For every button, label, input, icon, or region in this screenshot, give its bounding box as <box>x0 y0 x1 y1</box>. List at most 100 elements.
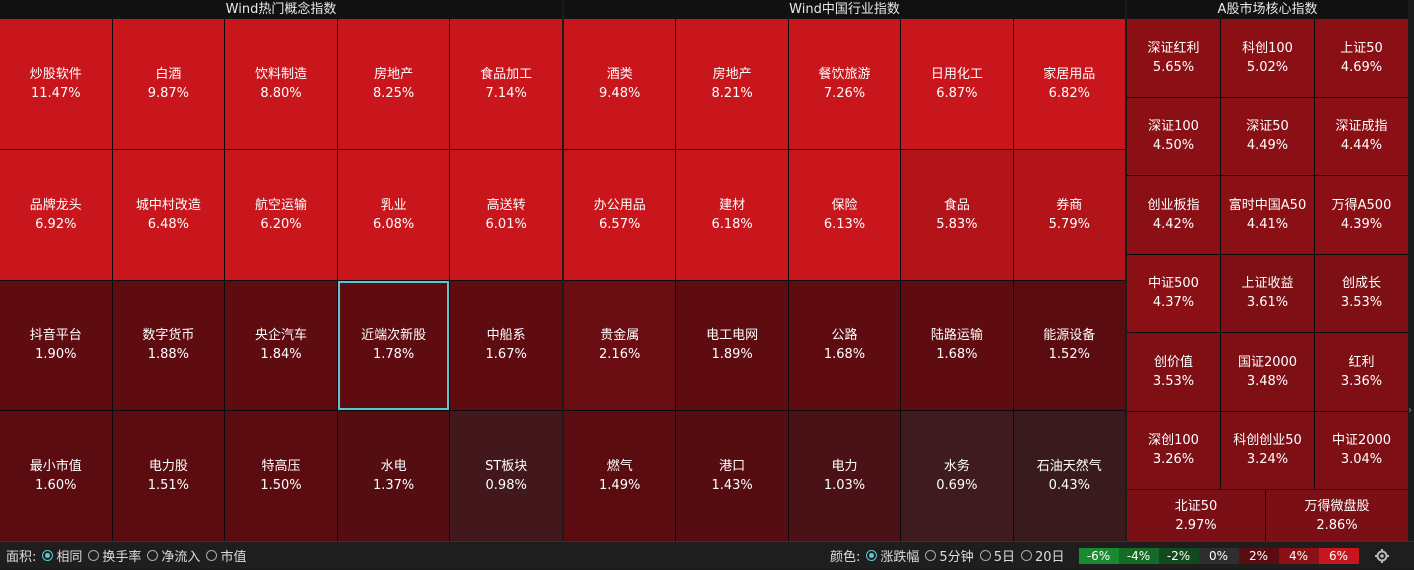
tile[interactable]: 食品加工 7.14% <box>450 19 562 149</box>
tile-change: 1.88% <box>147 347 190 363</box>
tile[interactable]: 电力 1.03% <box>788 411 901 541</box>
tile-change: 5.02% <box>1246 59 1289 75</box>
tile-name: 乳业 <box>380 197 407 213</box>
tile[interactable]: 乳业 6.08% <box>337 149 450 280</box>
tile[interactable]: 上证收益 3.61% <box>1221 254 1314 332</box>
tile[interactable]: 水电 1.37% <box>337 411 450 541</box>
tile[interactable]: 石油天然气 0.43% <box>1013 411 1125 541</box>
tile[interactable]: 品牌龙头 6.92% <box>0 149 112 280</box>
gear-icon[interactable] <box>1374 548 1389 563</box>
tile[interactable]: 深证100 4.50% <box>1127 97 1220 175</box>
tile[interactable]: 创业板指 4.42% <box>1127 176 1220 254</box>
scroll-arrow-icon[interactable]: › <box>1408 405 1412 416</box>
tile[interactable]: 券商 5.79% <box>1013 149 1125 280</box>
tile-name: 深创100 <box>1148 433 1199 449</box>
color-option[interactable]: 涨跌幅 <box>860 546 919 565</box>
tile[interactable]: 房地产 8.25% <box>337 19 450 149</box>
tile[interactable]: 高送转 6.01% <box>450 149 562 280</box>
tile[interactable]: 城中村改造 6.48% <box>112 149 225 280</box>
tile[interactable]: 深证成指 4.44% <box>1315 97 1408 175</box>
radio-icon[interactable] <box>925 550 937 561</box>
tile[interactable]: 日用化工 6.87% <box>901 19 1013 149</box>
tile[interactable]: 公路 1.68% <box>788 280 901 411</box>
tile[interactable]: 深创100 3.26% <box>1127 411 1220 489</box>
tile[interactable]: 科创创业50 3.24% <box>1221 411 1314 489</box>
radio-icon[interactable] <box>147 550 159 561</box>
tile-change: 6.57% <box>599 216 641 232</box>
tile[interactable]: 上证50 4.69% <box>1315 19 1408 97</box>
tile[interactable]: 创价值 3.53% <box>1127 333 1220 411</box>
panel-hot-concepts: Wind热门概念指数 炒股软件 11.47% 白酒 9.87% 饮料制造 8.80% 房地产… <box>0 0 562 541</box>
tile[interactable]: 食品 5.83% <box>901 149 1013 280</box>
legend-swatch: -2% <box>1158 547 1199 564</box>
tile[interactable]: 国证2000 3.48% <box>1221 333 1314 411</box>
tile-change: 1.68% <box>823 347 866 363</box>
tile[interactable]: 富时中国A50 4.41% <box>1221 176 1314 254</box>
tile[interactable]: 建材 6.18% <box>676 149 788 280</box>
tile[interactable]: 中证2000 3.04% <box>1315 411 1408 489</box>
tile[interactable]: 电力股 1.51% <box>112 411 225 541</box>
tile-name: 饮料制造 <box>254 66 307 82</box>
tile-change: 5.65% <box>1152 59 1195 75</box>
tile[interactable]: 科创100 5.02% <box>1221 19 1314 97</box>
tile[interactable]: 酒类 9.48% <box>564 19 676 149</box>
tile-name: 深证红利 <box>1147 40 1200 56</box>
tile[interactable]: 餐饮旅游 7.26% <box>788 19 901 149</box>
tile[interactable]: 电工电网 1.89% <box>676 280 788 411</box>
area-option-label: 净流入 <box>161 550 201 565</box>
tile-change: 4.69% <box>1340 59 1383 75</box>
tile[interactable]: 中船系 1.67% <box>450 280 562 411</box>
tile[interactable]: 保险 6.13% <box>788 149 901 280</box>
tile[interactable]: 航空运输 6.20% <box>225 149 337 280</box>
radio-icon[interactable] <box>206 550 218 561</box>
area-option[interactable]: 市值 <box>200 546 246 565</box>
tile[interactable]: 饮料制造 8.80% <box>225 19 337 149</box>
radio-icon[interactable] <box>88 550 100 561</box>
tile[interactable]: 家居用品 6.82% <box>1013 19 1125 149</box>
tile[interactable]: 深证红利 5.65% <box>1127 19 1220 97</box>
radio-icon[interactable] <box>42 550 54 561</box>
area-option[interactable]: 相同 <box>36 546 82 565</box>
tile[interactable]: 创成长 3.53% <box>1315 254 1408 332</box>
radio-icon[interactable] <box>1020 550 1032 561</box>
tile[interactable]: 万得A500 4.39% <box>1315 176 1408 254</box>
color-option[interactable]: 5日 <box>974 546 1015 565</box>
area-option[interactable]: 换手率 <box>82 546 141 565</box>
tile[interactable]: 中证500 4.37% <box>1127 254 1220 332</box>
tile[interactable]: 水务 0.69% <box>901 411 1013 541</box>
tile[interactable]: 贵金属 2.16% <box>564 280 676 411</box>
tile[interactable]: 抖音平台 1.90% <box>0 280 112 411</box>
tile[interactable]: 白酒 9.87% <box>112 19 225 149</box>
tile-name: 家居用品 <box>1043 66 1096 82</box>
tile[interactable]: 北证50 2.97% <box>1127 490 1265 541</box>
tile[interactable]: ST板块 0.98% <box>450 411 562 541</box>
tile-name: 酒类 <box>606 66 633 82</box>
tile[interactable]: 数字货币 1.88% <box>112 280 225 411</box>
tile[interactable]: 燃气 1.49% <box>564 411 676 541</box>
tile-name: 城中村改造 <box>135 197 201 213</box>
color-option[interactable]: 5分钟 <box>919 546 974 565</box>
panel-title: A股市场核心指数 <box>1127 0 1408 19</box>
area-label: 面积: <box>6 550 37 565</box>
tile[interactable]: 近端次新股 1.78% <box>337 280 450 411</box>
tile[interactable]: 万得微盘股 2.86% <box>1266 490 1408 541</box>
tile[interactable]: 红利 3.36% <box>1315 333 1408 411</box>
tile[interactable]: 港口 1.43% <box>676 411 788 541</box>
tile-change: 6.08% <box>372 216 415 232</box>
radio-icon[interactable] <box>979 550 991 561</box>
radio-icon[interactable] <box>866 550 878 561</box>
tile[interactable]: 炒股软件 11.47% <box>0 19 112 149</box>
tile[interactable]: 特高压 1.50% <box>225 411 337 541</box>
tile[interactable]: 央企汽车 1.84% <box>225 280 337 411</box>
tile-name: 食品 <box>943 197 970 213</box>
tile[interactable]: 房地产 8.21% <box>676 19 788 149</box>
tile[interactable]: 能源设备 1.52% <box>1013 280 1125 411</box>
tile-name: 食品加工 <box>480 66 533 82</box>
tile[interactable]: 陆路运输 1.68% <box>901 280 1013 411</box>
color-option[interactable]: 20日 <box>1015 546 1065 565</box>
tile[interactable]: 办公用品 6.57% <box>564 149 676 280</box>
tile-change: 1.60% <box>35 478 77 494</box>
area-option[interactable]: 净流入 <box>141 546 200 565</box>
tile[interactable]: 最小市值 1.60% <box>0 411 112 541</box>
tile[interactable]: 深证50 4.49% <box>1221 97 1314 175</box>
